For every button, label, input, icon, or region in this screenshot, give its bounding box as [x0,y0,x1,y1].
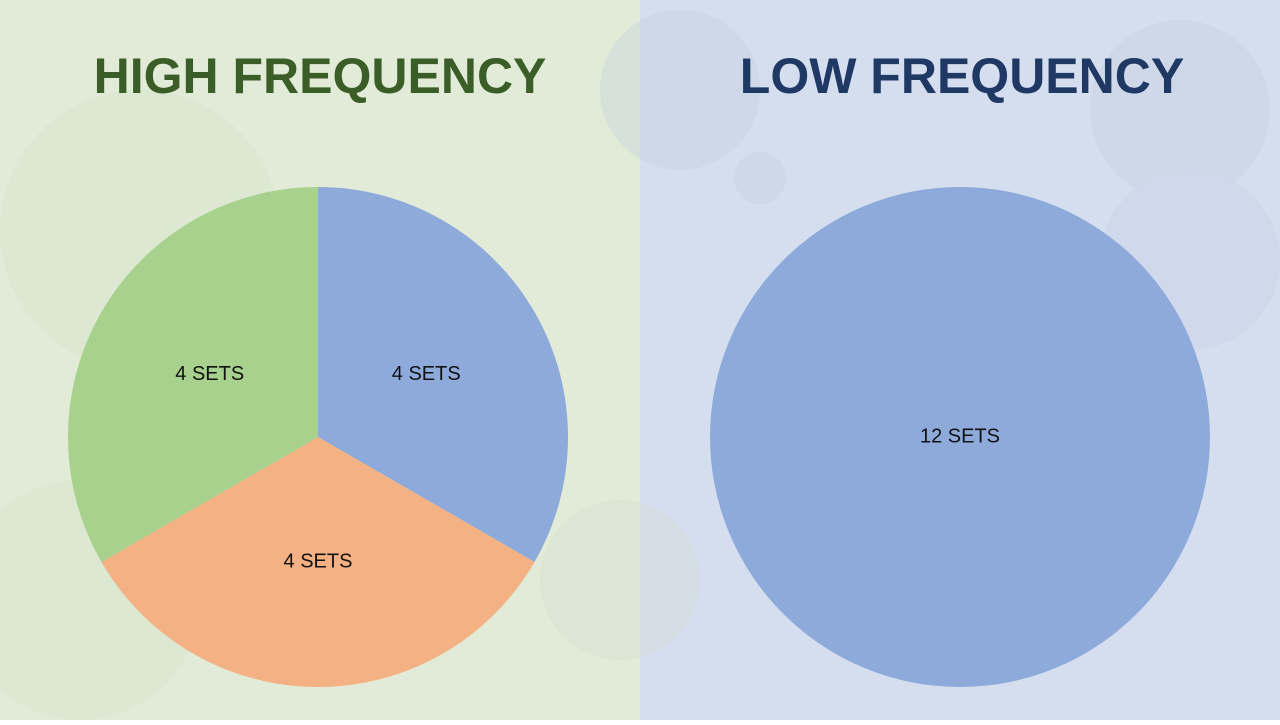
chart-title: LOW FREQUENCY [740,48,1184,104]
pie-slice [710,187,1210,687]
data-label: 4 SETS [392,363,461,385]
data-label: 4 SETS [175,363,244,385]
decor [0,10,1280,720]
data-label: 4 SETS [284,550,353,572]
chart-title: HIGH FREQUENCY [94,48,547,104]
pie-slice [318,187,568,562]
pie-slice [67,187,318,562]
data-label: 12 SETS [920,425,1000,447]
